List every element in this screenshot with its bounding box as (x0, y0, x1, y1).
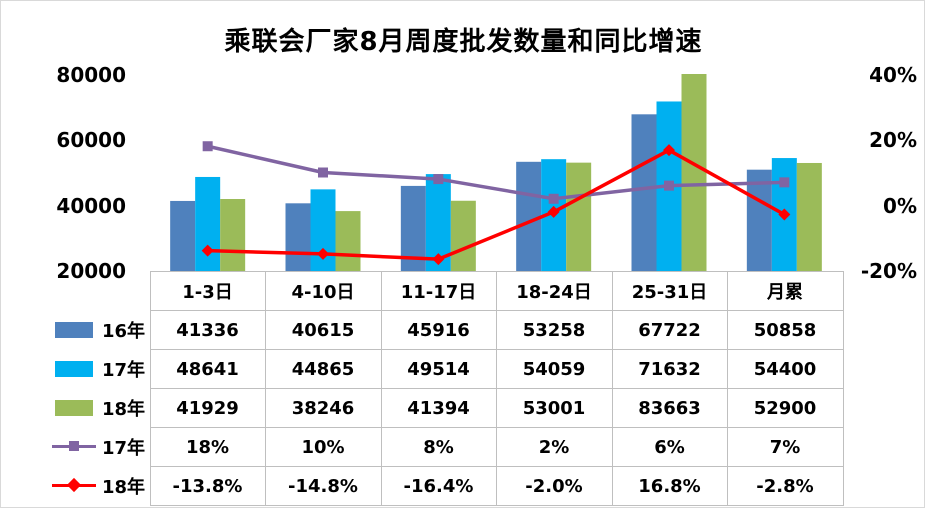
data-label: 44865 (264, 349, 382, 389)
legend-swatch-16 (55, 322, 93, 338)
left-axis-tick-20000: 20000 (56, 259, 126, 283)
category-label: 18-24日 (495, 271, 613, 311)
right-axis-tick-20pct: 20% (869, 128, 917, 152)
table-row-line-17: 17年 18% 10% 8% 2% 6% 7% (42, 427, 844, 467)
bar (220, 198, 246, 271)
line-point-square (548, 193, 559, 204)
line-point-square (779, 177, 790, 188)
bar (631, 114, 657, 271)
data-label: 8% (380, 427, 497, 467)
legend-label: 18年 (102, 399, 146, 420)
category-label: 25-31日 (611, 271, 728, 311)
data-label: 49514 (380, 349, 497, 389)
bar (566, 162, 592, 271)
legend-label: 18年 (102, 477, 146, 498)
table-row-bar-18: 18年 41929 38246 41394 53001 83663 52900 (42, 388, 844, 428)
bar (285, 203, 311, 271)
line-point-square (318, 167, 328, 178)
category-label: 1-3日 (149, 271, 266, 311)
data-label: 6% (611, 427, 728, 467)
line-point-diamond (663, 144, 675, 157)
bar (681, 74, 707, 271)
line-point-square (202, 141, 213, 152)
bar (796, 162, 822, 271)
bar (516, 161, 542, 271)
line-point-diamond (317, 247, 329, 260)
line-point-diamond (778, 208, 791, 221)
data-label: 45916 (380, 310, 497, 350)
data-label: 10% (264, 427, 382, 467)
legend-entry-bar-16: 16年 (42, 310, 151, 350)
data-label: 53258 (495, 310, 613, 350)
data-label: 2% (495, 427, 613, 467)
data-label: 52900 (726, 388, 844, 428)
data-label: 38246 (264, 388, 382, 428)
data-label: 71632 (611, 349, 728, 389)
right-axis-tick-40pct: 40% (869, 63, 917, 87)
legend-swatch-17 (55, 361, 93, 377)
line-point-diamond (201, 244, 214, 257)
data-label: -16.4% (380, 466, 497, 506)
category-label: 月累 (726, 271, 844, 311)
legend-entry-bar-17: 17年 (42, 349, 151, 389)
table-row-line-18: 18年 -13.8% -14.8% -16.4% -2.0% 16.8% -2.… (42, 466, 844, 506)
chart-title: 乘联会厂家8月周度批发数量和同比增速 (224, 27, 703, 57)
square-marker-icon (69, 441, 79, 451)
bar (170, 200, 196, 271)
bar (746, 169, 772, 271)
data-label: 40615 (264, 310, 382, 350)
right-axis-tick-neg20pct: -20% (860, 259, 917, 283)
left-axis-tick-40000: 40000 (56, 194, 126, 218)
category-row: 1-3日 4-10日 11-17日 18-24日 25-31日 月累 (42, 271, 844, 311)
legend-entry-line-17: 17年 (42, 427, 151, 467)
line-point-square (664, 180, 674, 191)
bar (335, 211, 361, 271)
legend-label: 17年 (102, 360, 146, 381)
data-label: 50858 (726, 310, 844, 350)
data-label: 67722 (611, 310, 728, 350)
data-label: 41394 (380, 388, 497, 428)
data-label: 16.8% (611, 466, 728, 506)
line-point-square (433, 174, 444, 185)
bar (450, 200, 476, 271)
table-corner (42, 272, 150, 311)
data-label: 83663 (611, 388, 728, 428)
data-table: 1-3日 4-10日 11-17日 18-24日 25-31日 月累 16年 4… (42, 271, 844, 506)
category-label: 11-17日 (380, 271, 497, 311)
category-label: 4-10日 (264, 271, 382, 311)
left-axis-tick-60000: 60000 (56, 128, 126, 152)
data-label: -13.8% (149, 466, 266, 506)
data-label: 7% (726, 427, 844, 467)
legend-entry-bar-18: 18年 (42, 388, 151, 428)
legend-entry-line-18: 18年 (42, 466, 151, 506)
table-row-bar-16: 16年 41336 40615 45916 53258 67722 50858 (42, 310, 844, 350)
bar (195, 176, 221, 271)
series-line (207, 144, 785, 201)
legend-label: 17年 (102, 438, 146, 459)
line-point-diamond (547, 205, 560, 218)
legend-swatch-18 (55, 400, 93, 416)
data-label: -14.8% (264, 466, 382, 506)
data-label: -2.0% (495, 466, 613, 506)
line-point-diamond (432, 253, 445, 266)
data-label: 48641 (149, 349, 266, 389)
legend-label: 16年 (102, 321, 146, 342)
left-axis-tick-80000: 80000 (56, 63, 126, 87)
series-line (207, 148, 786, 261)
data-label: 54400 (726, 349, 844, 389)
data-label: 54059 (495, 349, 613, 389)
table-row-bar-17: 17年 48641 44865 49514 54059 71632 54400 (42, 349, 844, 389)
data-label: 18% (149, 427, 266, 467)
data-label: 53001 (495, 388, 613, 428)
data-label: 41929 (149, 388, 266, 428)
right-axis-tick-0pct: 0% (883, 194, 917, 218)
data-label: -2.8% (726, 466, 844, 506)
data-label: 41336 (149, 310, 266, 350)
diamond-marker-icon (66, 477, 82, 493)
